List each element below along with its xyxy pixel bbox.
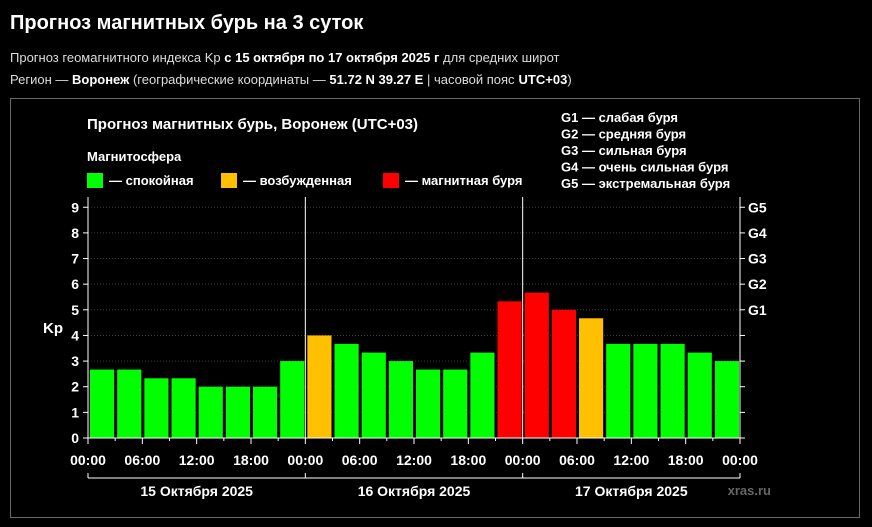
g-legend-entry: G2 — средняя буря <box>561 127 686 142</box>
x-tick-label: 00:00 <box>70 452 106 468</box>
y-tick-label: 6 <box>71 276 79 292</box>
kp-bar <box>497 301 522 438</box>
y-tick-label: 9 <box>71 199 79 215</box>
kp-bar <box>687 352 712 438</box>
region-close: ) <box>567 72 572 87</box>
forecast-dates: с 15 октября по 17 октября 2025 г <box>224 50 440 65</box>
kp-bar <box>579 318 604 438</box>
y-tick-label: 3 <box>71 353 79 369</box>
x-tick-label: 12:00 <box>613 452 649 468</box>
kp-bar <box>253 386 278 438</box>
x-tick-label: 00:00 <box>505 452 541 468</box>
kp-bar <box>90 369 115 438</box>
y-tick-label: 0 <box>71 430 79 446</box>
forecast-suffix: для средних широт <box>443 50 560 65</box>
forecast-description: Прогноз геомагнитного индекса Kp с 15 ок… <box>10 50 560 65</box>
kp-bar <box>171 378 196 438</box>
g-tick-label: G4 <box>748 225 767 241</box>
coords-prefix: (географические координаты — <box>132 72 326 87</box>
kp-forecast-chart: Прогноз магнитных бурь, Воронеж (UTC+03)… <box>43 110 771 499</box>
kp-bar <box>470 352 495 438</box>
forecast-prefix: Прогноз геомагнитного индекса Kp <box>10 50 221 65</box>
g-legend-entry: G3 — сильная буря <box>561 143 687 158</box>
kp-bar <box>117 369 142 438</box>
legend-label: — спокойная <box>109 173 194 188</box>
kp-bar <box>361 352 386 438</box>
timezone: UTC+03 <box>518 72 568 87</box>
legend-label: — возбужденная <box>243 173 352 188</box>
y-tick-label: 4 <box>71 327 79 343</box>
kp-bar <box>524 292 549 438</box>
g-legend-entry: G1 — слабая буря <box>561 110 678 125</box>
y-tick-label: 2 <box>71 379 79 395</box>
region-coords: 51.72 N 39.27 E <box>329 72 424 87</box>
region-info: Регион — Воронеж (географические координ… <box>10 72 572 87</box>
x-tick-label: 18:00 <box>450 452 486 468</box>
kp-bar <box>144 378 169 438</box>
watermark: xras.ru <box>728 483 771 498</box>
x-tick-label: 06:00 <box>124 452 160 468</box>
kp-bar <box>280 361 305 438</box>
g-tick-label: G2 <box>748 276 767 292</box>
y-tick-label: 1 <box>71 404 79 420</box>
legend-swatch <box>87 173 103 188</box>
legend-title: Магнитосфера <box>87 149 182 164</box>
region-name: Воронеж <box>71 72 130 87</box>
x-tick-label: 00:00 <box>287 452 323 468</box>
kp-bar <box>225 386 250 438</box>
x-tick-label: 06:00 <box>559 452 595 468</box>
g-legend-entry: G4 — очень сильная буря <box>561 160 728 175</box>
g-tick-label: G1 <box>748 302 767 318</box>
y-tick-label: 5 <box>71 302 79 318</box>
kp-bar <box>388 361 413 438</box>
kp-bar <box>633 343 658 438</box>
x-tick-label: 00:00 <box>722 452 758 468</box>
chart-frame: Прогноз магнитных бурь, Воронеж (UTC+03)… <box>10 98 860 518</box>
kp-bar <box>606 343 631 438</box>
x-tick-label: 06:00 <box>342 452 378 468</box>
kp-bar <box>416 369 441 438</box>
kp-bar <box>334 343 359 438</box>
x-tick-label: 18:00 <box>233 452 269 468</box>
y-tick-label: 7 <box>71 251 79 267</box>
page-title: Прогноз магнитных бурь на 3 суток <box>10 12 364 34</box>
day-label: 17 Октября 2025 <box>575 483 688 499</box>
kp-bar <box>551 309 576 438</box>
y-axis-label: Kp <box>43 320 63 337</box>
region-prefix: Регион — <box>10 72 69 87</box>
kp-bar <box>307 335 332 438</box>
g-tick-label: G3 <box>748 251 767 267</box>
x-tick-label: 18:00 <box>668 452 704 468</box>
kp-bar <box>443 369 468 438</box>
chart-title: Прогноз магнитных бурь, Воронеж (UTC+03) <box>87 116 418 133</box>
kp-bar <box>660 343 685 438</box>
timezone-prefix: | часовой пояс <box>426 72 515 87</box>
day-label: 16 Октября 2025 <box>358 483 471 499</box>
g-legend-entry: G5 — экстремальная буря <box>561 176 730 191</box>
x-tick-label: 12:00 <box>396 452 432 468</box>
day-label: 15 Октября 2025 <box>140 483 253 499</box>
g-tick-label: G5 <box>748 199 767 215</box>
y-tick-label: 8 <box>71 225 79 241</box>
legend-swatch <box>383 173 399 188</box>
legend-swatch <box>221 173 237 188</box>
kp-bar <box>198 386 223 438</box>
kp-bar <box>714 361 739 438</box>
legend-label: — магнитная буря <box>405 173 522 188</box>
x-tick-label: 12:00 <box>179 452 215 468</box>
